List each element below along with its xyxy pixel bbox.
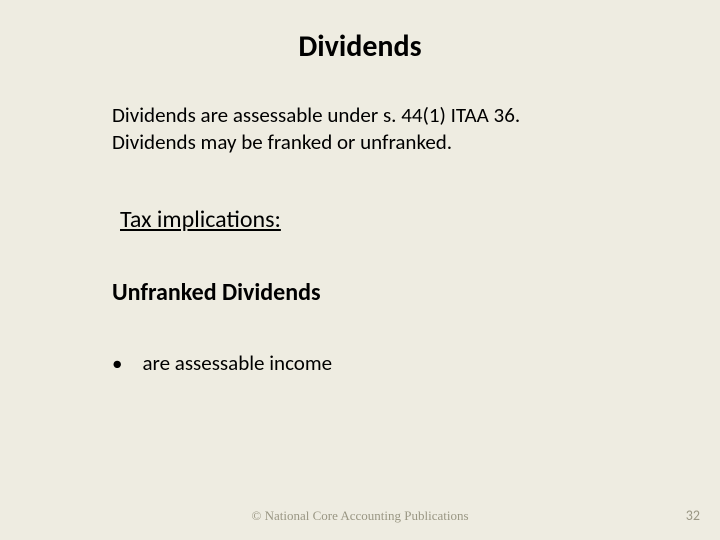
subheading-tax-implications: Tax implications: bbox=[120, 205, 281, 234]
slide-title: Dividends bbox=[0, 28, 720, 65]
bullet-text: are assessable income bbox=[142, 350, 332, 376]
slide: Dividends Dividends are assessable under… bbox=[0, 0, 720, 540]
intro-line-2: Dividends may be franked or unfranked. bbox=[112, 129, 452, 155]
bullet-row: • are assessable income bbox=[112, 350, 332, 376]
intro-line-1: Dividends are assessable under s. 44(1) … bbox=[112, 102, 520, 128]
subtitle-unfranked: Unfranked Dividends bbox=[112, 278, 321, 307]
bullet-marker-icon: • bbox=[112, 350, 122, 376]
page-number: 32 bbox=[686, 507, 700, 524]
footer-copyright: © National Core Accounting Publications bbox=[0, 508, 720, 524]
